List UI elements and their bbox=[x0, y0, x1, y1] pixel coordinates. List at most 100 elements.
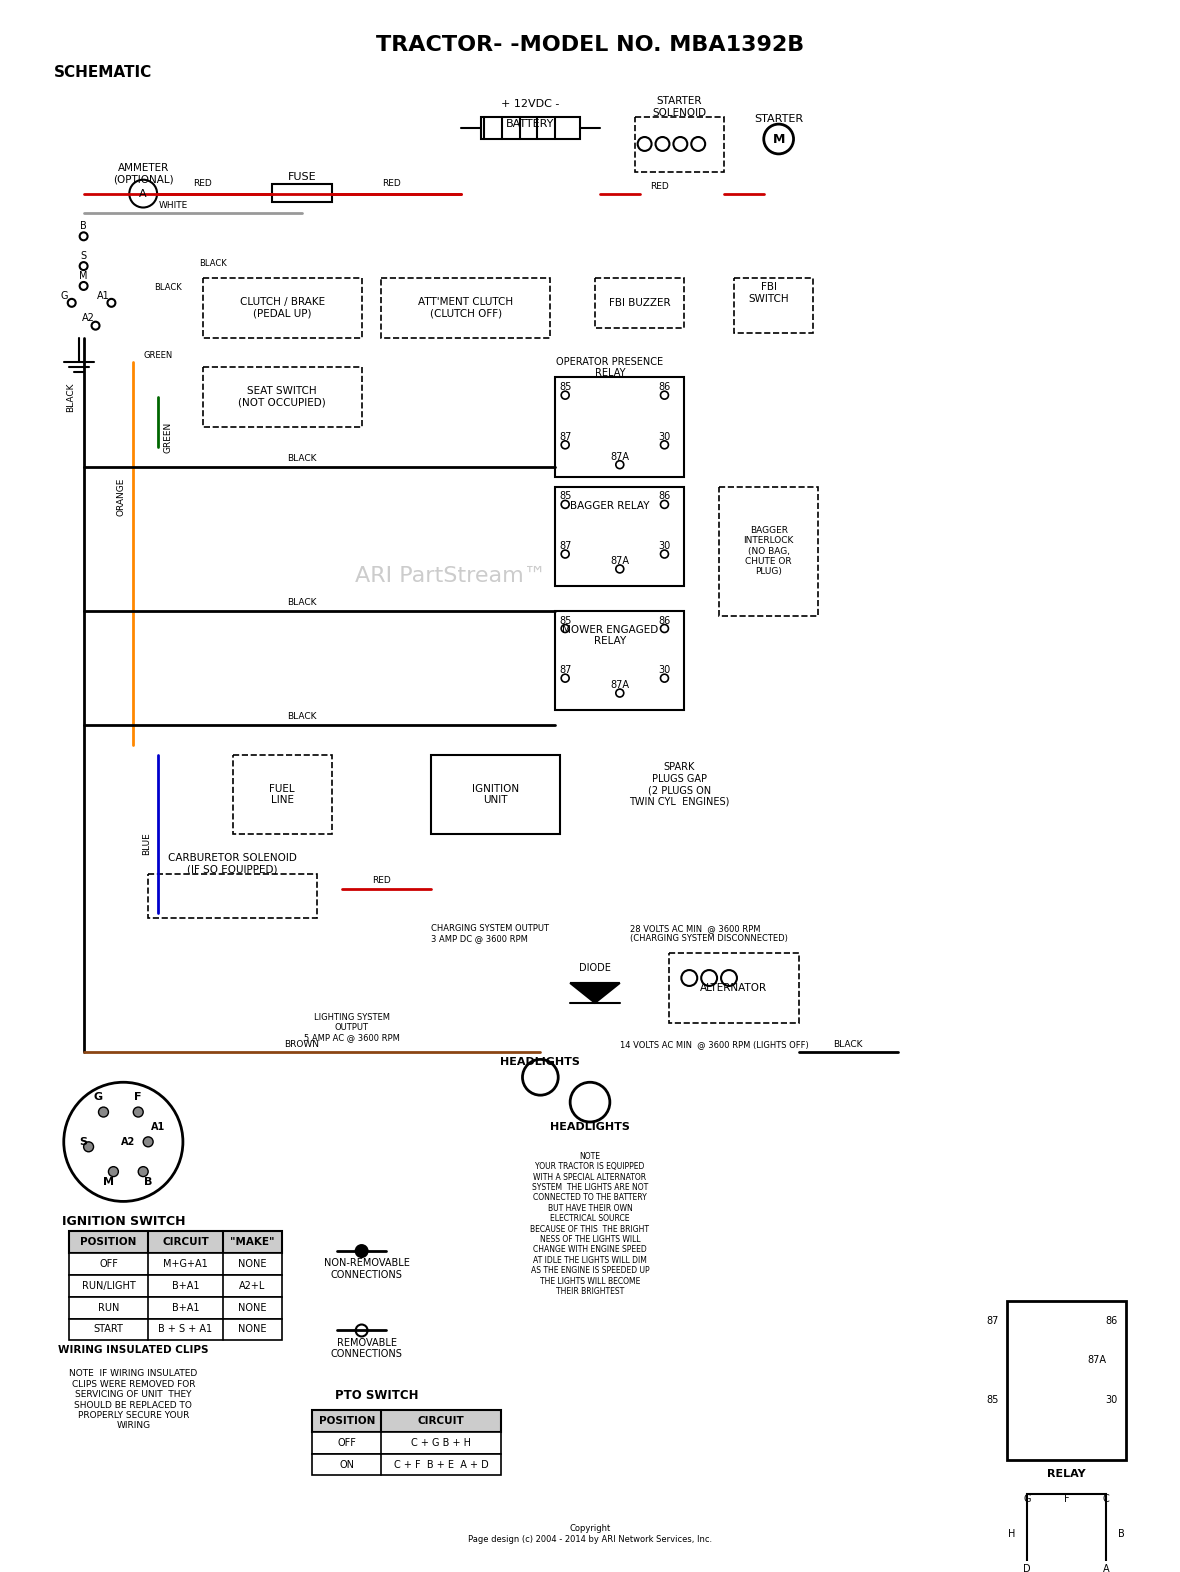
Text: BLUE: BLUE bbox=[142, 833, 151, 855]
Text: RED: RED bbox=[650, 182, 669, 192]
Text: NONE: NONE bbox=[238, 1325, 267, 1335]
Text: Copyright
Page design (c) 2004 - 2014 by ARI Network Services, Inc.: Copyright Page design (c) 2004 - 2014 by… bbox=[468, 1525, 712, 1544]
Bar bbox=[68, 1297, 282, 1319]
Text: B: B bbox=[80, 222, 87, 231]
Bar bbox=[381, 278, 550, 338]
Text: C + G B + H: C + G B + H bbox=[411, 1438, 471, 1448]
Text: RUN/LIGHT: RUN/LIGHT bbox=[81, 1281, 136, 1291]
Text: IGNITION
UNIT: IGNITION UNIT bbox=[472, 783, 519, 805]
Circle shape bbox=[138, 1166, 149, 1176]
Text: 85: 85 bbox=[559, 382, 571, 393]
Circle shape bbox=[562, 500, 569, 508]
Text: HEADLIGHTS: HEADLIGHTS bbox=[550, 1122, 630, 1132]
Bar bbox=[203, 368, 361, 428]
Circle shape bbox=[661, 440, 668, 448]
Circle shape bbox=[681, 970, 697, 986]
Bar bbox=[635, 118, 725, 171]
Text: CARBURETOR SOLENOID
(IF SO EQUIPPED): CARBURETOR SOLENOID (IF SO EQUIPPED) bbox=[168, 854, 297, 874]
Text: ARI PartStream™: ARI PartStream™ bbox=[355, 566, 546, 586]
Text: NOTE
YOUR TRACTOR IS EQUIPPED
WITH A SPECIAL ALTERNATOR
SYSTEM  THE LIGHTS ARE N: NOTE YOUR TRACTOR IS EQUIPPED WITH A SPE… bbox=[531, 1152, 649, 1295]
Circle shape bbox=[691, 137, 706, 151]
Text: ORANGE: ORANGE bbox=[117, 478, 126, 516]
Circle shape bbox=[79, 281, 87, 289]
Text: C: C bbox=[1103, 1495, 1109, 1504]
Text: 85: 85 bbox=[559, 492, 571, 501]
Text: A2+L: A2+L bbox=[240, 1281, 266, 1291]
Text: WHITE: WHITE bbox=[158, 201, 188, 211]
Text: HEADLIGHTS: HEADLIGHTS bbox=[500, 1058, 581, 1067]
Circle shape bbox=[109, 1166, 118, 1176]
Text: TRACTOR- -MODEL NO. MBA1392B: TRACTOR- -MODEL NO. MBA1392B bbox=[376, 35, 804, 55]
Bar bbox=[68, 1319, 282, 1341]
Circle shape bbox=[562, 550, 569, 558]
Text: PTO SWITCH: PTO SWITCH bbox=[335, 1388, 418, 1402]
Text: 30: 30 bbox=[658, 665, 670, 676]
Bar bbox=[68, 1253, 282, 1275]
Text: A: A bbox=[139, 189, 148, 198]
Text: 30: 30 bbox=[658, 432, 670, 442]
Text: C + F  B + E  A + D: C + F B + E A + D bbox=[394, 1459, 489, 1470]
Text: FUEL
LINE: FUEL LINE bbox=[269, 783, 295, 805]
Text: BAGGER RELAY: BAGGER RELAY bbox=[570, 501, 650, 511]
Circle shape bbox=[616, 461, 624, 468]
Bar bbox=[431, 755, 560, 835]
Text: M: M bbox=[103, 1176, 114, 1187]
Text: 87A: 87A bbox=[1087, 1355, 1106, 1364]
Text: FUSE: FUSE bbox=[288, 171, 316, 182]
Circle shape bbox=[562, 624, 569, 632]
Text: G: G bbox=[94, 1093, 103, 1102]
Circle shape bbox=[674, 137, 687, 151]
Bar bbox=[203, 278, 361, 338]
Text: OPERATOR PRESENCE
RELAY: OPERATOR PRESENCE RELAY bbox=[556, 357, 663, 379]
Bar bbox=[1007, 1300, 1126, 1459]
Text: A1: A1 bbox=[151, 1122, 165, 1132]
Text: BROWN: BROWN bbox=[284, 1041, 320, 1049]
Text: H: H bbox=[1008, 1530, 1016, 1539]
Text: 87A: 87A bbox=[610, 556, 629, 566]
Circle shape bbox=[130, 179, 157, 208]
Circle shape bbox=[355, 1245, 368, 1258]
Text: START: START bbox=[93, 1325, 124, 1335]
Text: 30: 30 bbox=[658, 541, 670, 552]
Text: 87: 87 bbox=[986, 1316, 998, 1325]
Text: BLACK: BLACK bbox=[66, 382, 76, 412]
Bar bbox=[734, 278, 813, 333]
Text: A: A bbox=[1103, 1564, 1109, 1572]
Circle shape bbox=[656, 137, 669, 151]
Text: A1: A1 bbox=[97, 291, 110, 300]
Text: FBI
SWITCH: FBI SWITCH bbox=[748, 281, 789, 303]
Text: M: M bbox=[79, 270, 87, 281]
Text: SEAT SWITCH
(NOT OCCUPIED): SEAT SWITCH (NOT OCCUPIED) bbox=[238, 387, 326, 409]
Text: GREEN: GREEN bbox=[144, 351, 172, 360]
Bar bbox=[312, 1410, 500, 1432]
Text: CIRCUIT: CIRCUIT bbox=[162, 1237, 209, 1247]
Text: GREEN: GREEN bbox=[164, 421, 172, 453]
Text: 87: 87 bbox=[559, 665, 571, 676]
Text: ATT'MENT CLUTCH
(CLUTCH OFF): ATT'MENT CLUTCH (CLUTCH OFF) bbox=[419, 297, 513, 319]
Circle shape bbox=[84, 1141, 93, 1152]
Text: 87: 87 bbox=[559, 432, 571, 442]
Text: RELAY: RELAY bbox=[1048, 1470, 1086, 1479]
Circle shape bbox=[637, 137, 651, 151]
Circle shape bbox=[570, 1082, 610, 1122]
Text: CHARGING SYSTEM OUTPUT
3 AMP DC @ 3600 RPM: CHARGING SYSTEM OUTPUT 3 AMP DC @ 3600 R… bbox=[431, 924, 549, 943]
Circle shape bbox=[661, 500, 668, 508]
Bar bbox=[273, 184, 332, 201]
Text: SPARK
PLUGS GAP
(2 PLUGS ON
TWIN CYL  ENGINES): SPARK PLUGS GAP (2 PLUGS ON TWIN CYL ENG… bbox=[629, 762, 729, 806]
Circle shape bbox=[355, 1325, 368, 1336]
Text: ALTERNATOR: ALTERNATOR bbox=[701, 982, 767, 994]
Text: STARTER
SOLENOID: STARTER SOLENOID bbox=[653, 96, 707, 118]
Circle shape bbox=[98, 1107, 109, 1118]
Circle shape bbox=[107, 299, 116, 307]
Bar bbox=[68, 1275, 282, 1297]
Circle shape bbox=[562, 440, 569, 448]
Polygon shape bbox=[570, 982, 620, 1003]
Text: RED: RED bbox=[194, 179, 212, 189]
Text: A2: A2 bbox=[83, 313, 96, 322]
Text: 86: 86 bbox=[658, 492, 670, 501]
Text: LIGHTING SYSTEM
OUTPUT
5 AMP AC @ 3600 RPM: LIGHTING SYSTEM OUTPUT 5 AMP AC @ 3600 R… bbox=[303, 1012, 400, 1042]
Text: G: G bbox=[1023, 1495, 1030, 1504]
Circle shape bbox=[661, 391, 668, 399]
Bar bbox=[556, 610, 684, 711]
Text: 28 VOLTS AC MIN  @ 3600 RPM
(CHARGING SYSTEM DISCONNECTED): 28 VOLTS AC MIN @ 3600 RPM (CHARGING SYS… bbox=[630, 924, 787, 943]
